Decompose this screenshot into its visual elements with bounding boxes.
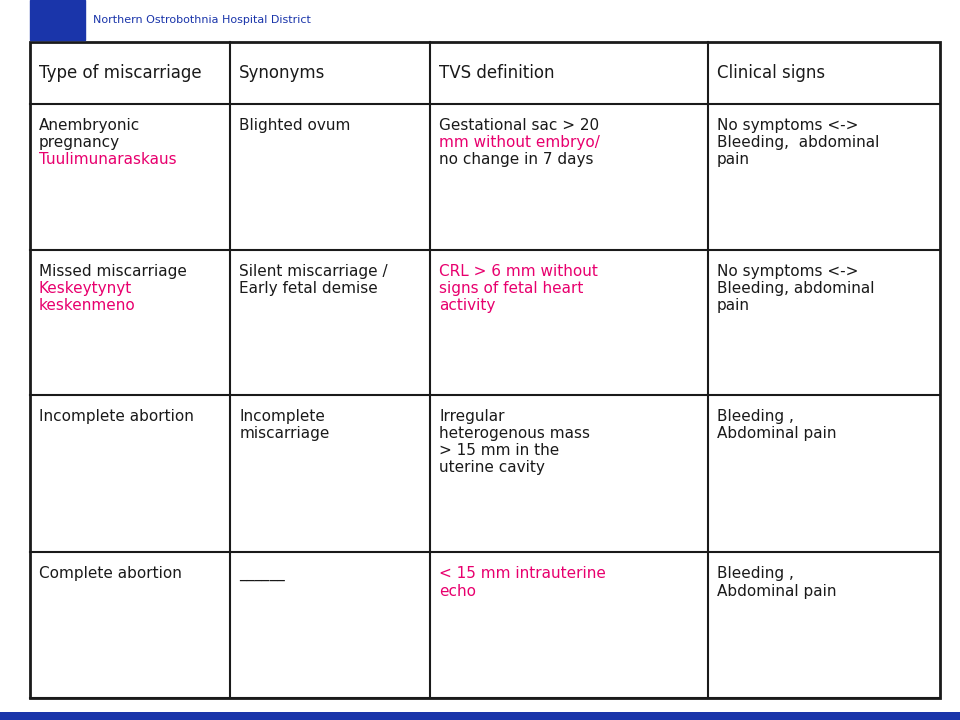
Text: uterine cavity: uterine cavity [440,460,545,475]
Text: < 15 mm intrauterine: < 15 mm intrauterine [440,567,607,582]
Text: CRL > 6 mm without: CRL > 6 mm without [440,264,598,279]
Text: > 15 mm in the: > 15 mm in the [440,443,560,458]
Text: Bleeding ,: Bleeding , [717,409,794,424]
Text: pregnancy: pregnancy [39,135,120,150]
Text: TVS definition: TVS definition [440,64,555,82]
Bar [30,0,85,40]
Text: no change in 7 days: no change in 7 days [440,152,594,167]
Text: pain: pain [717,297,750,312]
Text: Gestational sac > 20: Gestational sac > 20 [440,118,600,133]
Text: Synonyms: Synonyms [239,64,325,82]
Text: Abdominal pain: Abdominal pain [717,583,836,598]
Text: Keskeytynyt: Keskeytynyt [39,281,132,296]
Text: mm without embryo/: mm without embryo/ [440,135,600,150]
Text: Bleeding, abdominal: Bleeding, abdominal [717,281,875,296]
Text: Northern Ostrobothnia Hospital District: Northern Ostrobothnia Hospital District [93,15,311,25]
Bar [0,712,960,720]
Text: Complete abortion: Complete abortion [39,567,181,582]
Text: Bleeding ,: Bleeding , [717,567,794,582]
Text: Anembryonic: Anembryonic [39,118,140,133]
Text: keskenmeno: keskenmeno [39,297,135,312]
Text: Blighted ovum: Blighted ovum [239,118,350,133]
Text: Tuulimunaraskaus: Tuulimunaraskaus [39,152,177,167]
Text: Silent miscarriage /: Silent miscarriage / [239,264,388,279]
Text: miscarriage: miscarriage [239,426,329,441]
Text: activity: activity [440,297,495,312]
Text: Incomplete: Incomplete [239,409,325,424]
Text: No symptoms <->: No symptoms <-> [717,264,858,279]
Text: Type of miscarriage: Type of miscarriage [39,64,202,82]
Text: Incomplete abortion: Incomplete abortion [39,409,194,424]
Text: Clinical signs: Clinical signs [717,64,825,82]
Text: echo: echo [440,583,476,598]
Text: heterogenous mass: heterogenous mass [440,426,590,441]
Text: Abdominal pain: Abdominal pain [717,426,836,441]
Text: No symptoms <->: No symptoms <-> [717,118,858,133]
Text: Irregular: Irregular [440,409,505,424]
Text: Early fetal demise: Early fetal demise [239,281,378,296]
Text: Missed miscarriage: Missed miscarriage [39,264,187,279]
Text: Bleeding,  abdominal: Bleeding, abdominal [717,135,879,150]
Text: ______: ______ [239,567,285,582]
Text: pain: pain [717,152,750,167]
Text: signs of fetal heart: signs of fetal heart [440,281,584,296]
